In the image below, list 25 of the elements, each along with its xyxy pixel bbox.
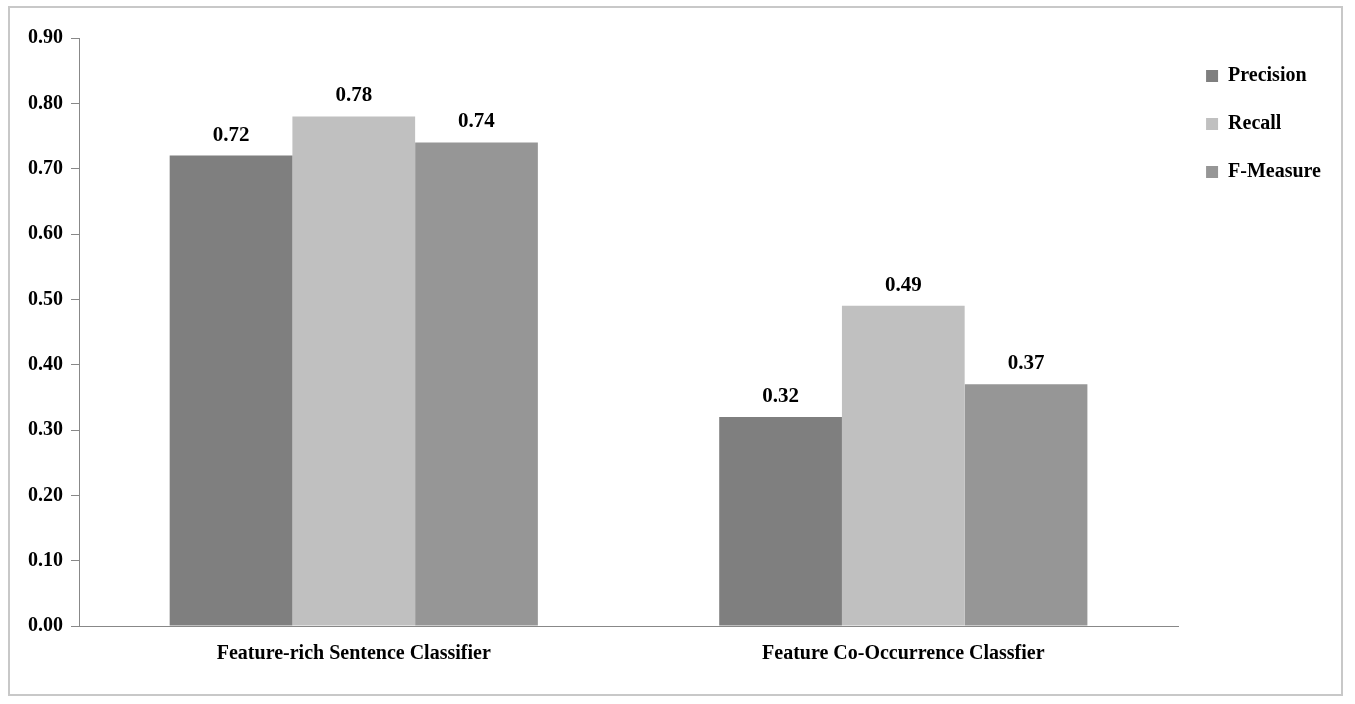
x-tick-label: Feature-rich Sentence Classifier: [216, 641, 491, 664]
legend-label: Recall: [1228, 111, 1282, 134]
y-tick-label: 0.30: [28, 417, 63, 440]
bar: [841, 305, 965, 626]
bar: [292, 116, 416, 626]
data-label: 0.78: [335, 82, 373, 107]
data-label: 0.32: [762, 382, 799, 407]
data-label: 0.74: [458, 108, 496, 133]
y-tick-label: 0.70: [28, 155, 63, 178]
legend-label: Precision: [1228, 63, 1307, 86]
y-tick-label: 0.50: [28, 286, 63, 309]
y-tick-label: 0.90: [28, 25, 63, 48]
y-tick-label: 0.10: [28, 547, 63, 570]
y-tick-label: 0.20: [28, 482, 63, 505]
y-tick-label: 0.80: [28, 90, 63, 113]
y-tick-label: 0.00: [28, 613, 63, 636]
x-tick-label: Feature Co-Occurrence Classfier: [762, 641, 1045, 664]
y-tick-label: 0.60: [28, 221, 63, 244]
data-label: 0.72: [212, 121, 250, 146]
bar: [415, 142, 538, 626]
data-label: 0.49: [884, 271, 922, 296]
bar: [964, 384, 1088, 626]
legend-label: F-Measure: [1228, 159, 1322, 182]
y-tick-label: 0.40: [28, 351, 63, 374]
data-label: 0.37: [1007, 350, 1045, 375]
